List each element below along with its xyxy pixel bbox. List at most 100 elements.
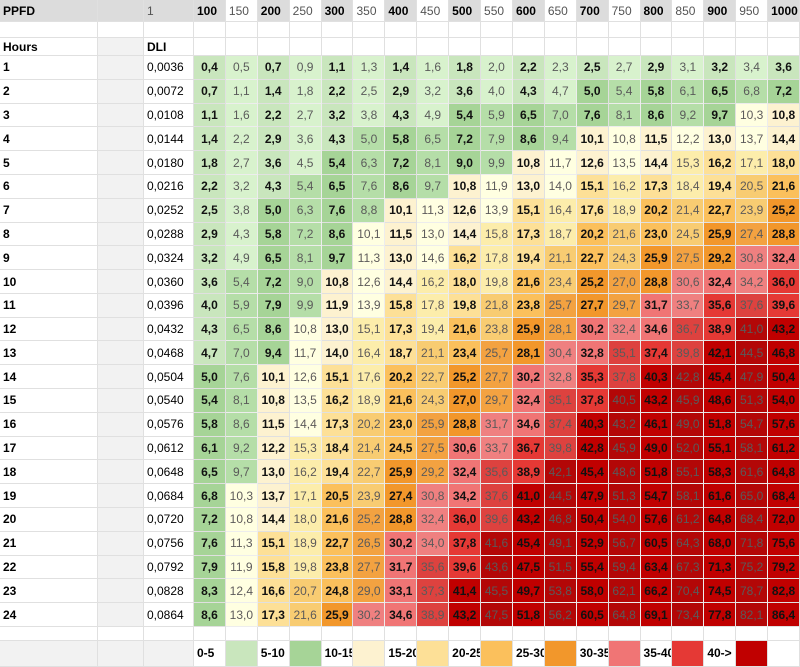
dli-value: 16,2	[289, 460, 322, 485]
ppfd-header: 750	[608, 0, 641, 22]
dli-value: 20,2	[353, 412, 386, 437]
ppfd-header: 500	[449, 0, 482, 22]
blank	[144, 626, 194, 641]
blank	[98, 555, 144, 580]
dli-value: 30,2	[512, 365, 545, 390]
dli-value: 67,3	[672, 555, 705, 580]
dli-value: 30,2	[353, 603, 386, 627]
dli-value: 22,7	[353, 460, 386, 485]
dli-value: 12,6	[576, 151, 609, 175]
dli-value: 14,0	[321, 341, 354, 366]
dli-value: 43,6	[481, 555, 513, 580]
dli-value: 5,4	[608, 79, 641, 104]
ppfd-header: 650	[544, 0, 577, 22]
dli-value: 14,4	[640, 151, 673, 175]
hours: 13	[0, 341, 98, 366]
blank	[608, 22, 641, 38]
hours: 11	[0, 293, 98, 318]
dli-value: 21,4	[353, 436, 386, 461]
dli-value: 12,6	[353, 270, 386, 294]
dli-value: 38,9	[417, 603, 450, 627]
dli-value: 3,6	[449, 79, 482, 104]
dli-value: 13,9	[353, 293, 386, 318]
dli-value: 39,6	[449, 555, 482, 580]
dli-value: 40,3	[576, 412, 609, 437]
dli-value: 0,4	[194, 56, 226, 80]
dli-value: 46,8	[544, 508, 577, 532]
dli-value: 5,4	[289, 174, 322, 199]
dli-value: 6,5	[194, 460, 226, 485]
dli-value: 5,0	[194, 365, 226, 390]
ppfd-header: 950	[736, 0, 769, 22]
dli-value: 13,7	[257, 484, 290, 509]
dli-value: 56,7	[608, 531, 641, 556]
dli-value: 27,4	[385, 484, 418, 509]
dli-value: 9,0	[289, 270, 322, 294]
dli-value: 2,5	[194, 198, 226, 223]
dli-value: 48,6	[704, 389, 737, 413]
dli: 0,0252	[144, 198, 194, 223]
dli-value: 2,9	[194, 222, 226, 247]
dli-value: 16,2	[608, 174, 641, 199]
dli-value: 9,9	[481, 151, 513, 175]
dli-value: 38,9	[704, 317, 737, 342]
dli-value: 21,8	[481, 293, 513, 318]
dli-value: 10,1	[353, 222, 386, 247]
dli-value: 20,5	[321, 484, 354, 509]
dli-value: 9,7	[417, 174, 450, 199]
dli-value: 9,4	[544, 127, 577, 152]
dli-value: 7,6	[576, 103, 609, 128]
blank	[0, 626, 98, 641]
blank	[98, 56, 144, 80]
blank	[321, 22, 354, 38]
blank	[353, 22, 386, 38]
dli-value: 34,6	[512, 412, 545, 437]
dli-value: 7,2	[257, 270, 290, 294]
dli-value: 9,2	[225, 436, 258, 461]
legend-swatch	[481, 640, 513, 667]
hours: 18	[0, 460, 98, 485]
dli-value: 27,0	[608, 270, 641, 294]
dli: 0,0540	[144, 389, 194, 413]
blank	[257, 38, 290, 56]
blank	[289, 22, 322, 38]
dli-value: 41,0	[736, 317, 769, 342]
dli-value: 60,5	[640, 531, 673, 556]
dli-value: 32,4	[768, 246, 800, 271]
dli-value: 3,2	[704, 56, 737, 80]
blank	[289, 626, 322, 641]
legend-swatch	[417, 640, 450, 667]
dli-value: 44,5	[544, 484, 577, 509]
dli-value: 6,3	[353, 151, 386, 175]
legend-swatch	[225, 640, 258, 667]
dli-value: 4,9	[417, 103, 450, 128]
dli-value: 4,7	[544, 79, 577, 104]
dli: 0,0576	[144, 412, 194, 437]
dli-value: 16,4	[544, 198, 577, 223]
dli-value: 10,8	[608, 127, 641, 152]
dli-value: 52,0	[672, 436, 705, 461]
legend-label: 5-10	[257, 640, 290, 667]
hours-label: Hours	[0, 38, 98, 56]
dli: 0,0828	[144, 579, 194, 604]
dli-value: 32,8	[544, 365, 577, 390]
dli-value: 65,0	[736, 484, 769, 509]
blank	[98, 38, 144, 56]
dli-value: 5,0	[257, 198, 290, 223]
dli-value: 55,4	[576, 555, 609, 580]
dli-value: 29,7	[608, 293, 641, 318]
dli-value: 25,9	[640, 246, 673, 271]
blank	[98, 365, 144, 390]
dli-value: 64,8	[704, 508, 737, 532]
dli-value: 18,0	[449, 270, 482, 294]
dli-value: 10,1	[385, 198, 418, 223]
blank	[98, 222, 144, 247]
dli-value: 19,4	[417, 317, 450, 342]
ppfd-header: 1	[144, 0, 194, 22]
blank	[194, 22, 226, 38]
ppfd-header: 100	[194, 0, 226, 22]
dli-value: 4,0	[194, 293, 226, 318]
dli-value: 50,4	[768, 365, 800, 390]
dli-value: 35,6	[481, 460, 513, 485]
dli-value: 15,1	[257, 531, 290, 556]
